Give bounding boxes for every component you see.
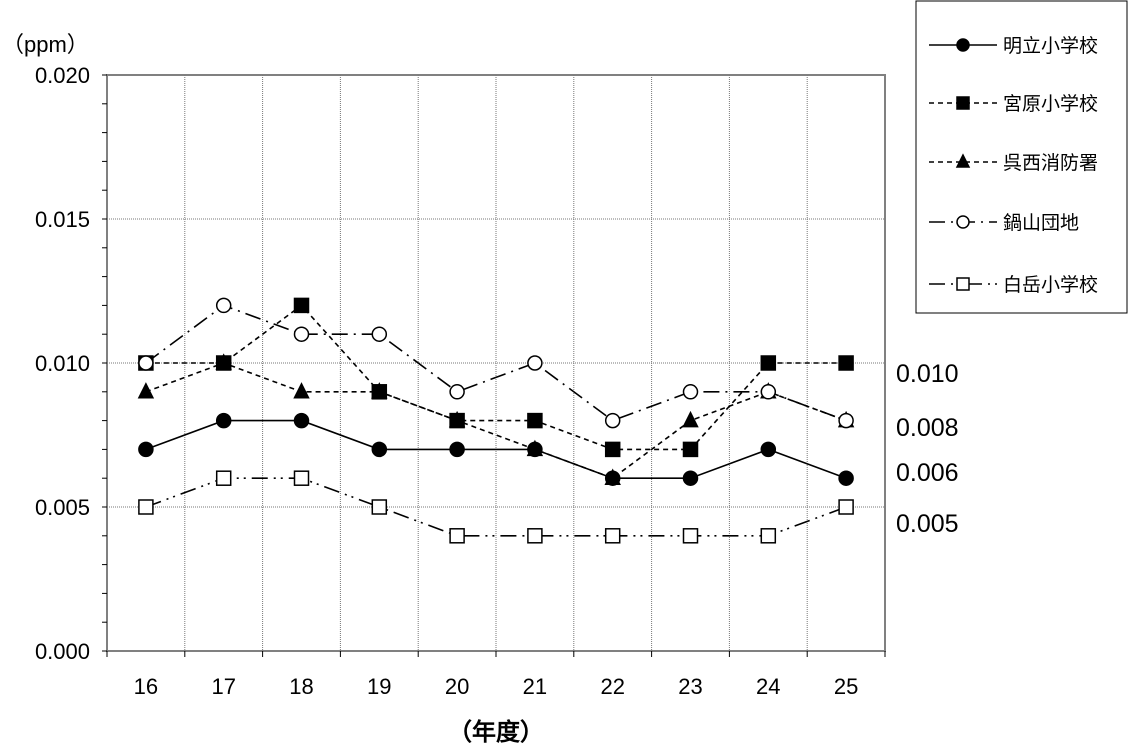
legend-item: 鍋山団地 (929, 212, 1079, 234)
x-tick-label: 23 (678, 674, 702, 699)
data-point (138, 499, 154, 515)
legend-item: 呉西消防署 (929, 152, 1098, 174)
series-line (145, 419, 847, 480)
data-point (682, 441, 699, 458)
legend-marker (956, 38, 970, 52)
x-tick-label: 19 (367, 674, 391, 699)
x-tick-label: 17 (211, 674, 235, 699)
legend-marker (955, 153, 971, 168)
x-tick-label: 20 (445, 674, 469, 699)
data-point (293, 326, 310, 342)
data-point (371, 499, 388, 515)
data-point (449, 528, 465, 544)
data-point (760, 355, 777, 371)
data-point (682, 470, 699, 486)
data-point (448, 410, 466, 428)
data-point (527, 355, 543, 371)
data-point (838, 499, 854, 515)
data-point (215, 353, 232, 370)
legend-label: 鍋山団地 (1003, 212, 1079, 234)
data-point (838, 412, 854, 429)
x-axis-label: （年度） (448, 718, 544, 746)
series-line (145, 477, 847, 537)
data-point (760, 528, 777, 544)
y-axis: 0.000 0.005 0.010 0.015 0.020 (35, 63, 107, 664)
y-tick-label: 0.000 (35, 639, 90, 664)
end-value-label: 0.005 (896, 510, 959, 538)
data-point (371, 382, 388, 399)
data-point (449, 384, 465, 400)
data-point (604, 528, 621, 544)
x-tick-label: 16 (134, 674, 158, 699)
x-tick-label: 25 (834, 674, 858, 699)
data-point (682, 528, 699, 544)
legend-marker (956, 215, 970, 229)
data-point (293, 412, 310, 429)
legend-label: 明立小学校 (1003, 35, 1098, 57)
data-point (682, 410, 699, 428)
series-group (137, 297, 855, 544)
x-tick-label: 21 (523, 674, 547, 699)
legend-item: 宮原小学校 (929, 93, 1098, 115)
data-point (293, 297, 310, 314)
series-line (145, 362, 847, 480)
y-axis-label: （ppm） (2, 32, 89, 57)
x-axis: 16 17 18 19 20 21 22 23 24 25 (106, 651, 886, 699)
legend-item: 白岳小学校 (929, 274, 1098, 296)
data-point (838, 355, 854, 371)
legend-marker (956, 96, 970, 110)
data-point (371, 326, 388, 342)
data-point (682, 384, 699, 400)
data-point (604, 412, 621, 429)
data-point (293, 470, 310, 486)
data-point (604, 468, 621, 485)
legend-box (915, 0, 1128, 314)
legend-label: 白岳小学校 (1003, 274, 1098, 296)
end-value-label: 0.006 (896, 459, 959, 487)
data-point (138, 355, 154, 371)
data-point (215, 470, 232, 486)
end-value-label: 0.010 (896, 360, 959, 388)
series-白岳小学校 (138, 470, 854, 544)
data-point (527, 528, 543, 544)
data-point (526, 439, 544, 457)
end-labels: 0.010 0.008 0.006 0.005 (896, 360, 959, 538)
x-tick-label: 24 (756, 674, 780, 699)
data-point (604, 441, 621, 458)
data-point (215, 412, 232, 429)
data-point (138, 441, 154, 458)
series-line (145, 304, 847, 422)
y-tick-label: 0.015 (35, 207, 90, 232)
data-point (527, 412, 543, 429)
legend-label: 呉西消防署 (1003, 152, 1098, 174)
data-point (215, 297, 232, 314)
y-tick-label: 0.005 (35, 495, 90, 520)
series-鍋山団地 (138, 297, 854, 429)
data-point (838, 470, 854, 486)
data-point (449, 441, 465, 458)
legend-label: 宮原小学校 (1003, 93, 1098, 115)
y-tick-label: 0.010 (35, 351, 90, 376)
x-tick-label: 18 (289, 674, 313, 699)
data-point (760, 384, 777, 400)
data-point (293, 382, 310, 399)
legend-item: 明立小学校 (929, 35, 1098, 57)
x-tick-label: 22 (600, 674, 624, 699)
series-明立小学校 (138, 412, 854, 486)
end-value-label: 0.008 (896, 414, 959, 442)
y-tick-label: 0.020 (35, 63, 90, 88)
legend-marker (956, 277, 970, 291)
data-point (371, 441, 388, 458)
data-point (137, 382, 155, 399)
data-point (760, 441, 777, 458)
